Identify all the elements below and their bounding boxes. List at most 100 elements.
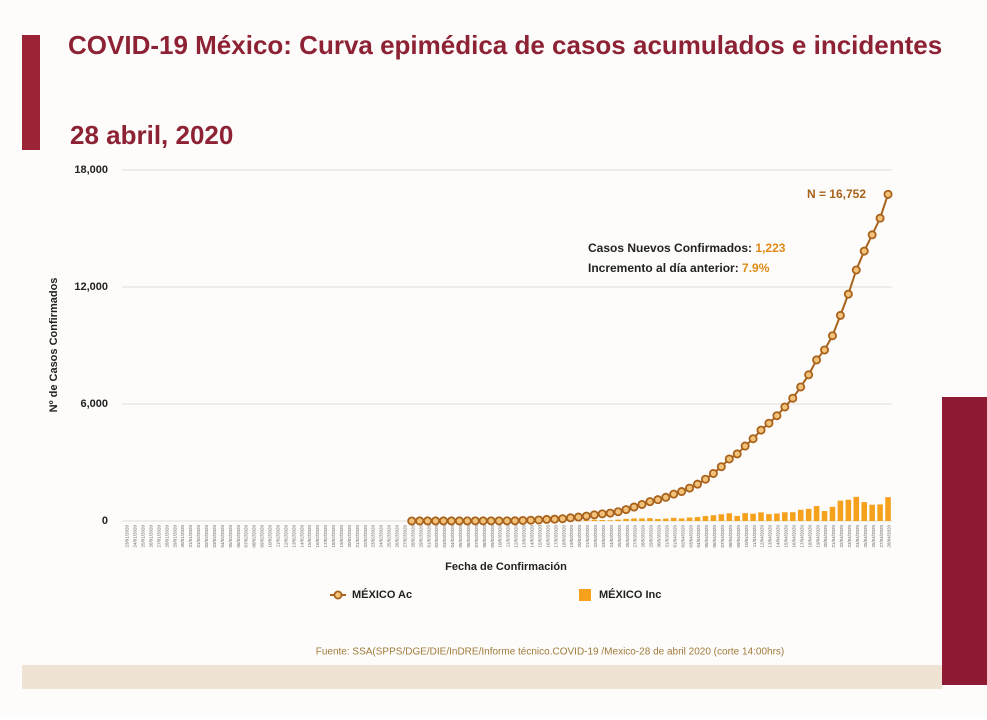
x-tick-label: 15/02/2020 xyxy=(307,525,312,548)
x-tick-label: 02/04/2020 xyxy=(680,525,685,548)
bar xyxy=(711,515,717,521)
point xyxy=(734,450,741,457)
x-tick-label: 12/03/2020 xyxy=(514,525,519,548)
point xyxy=(876,215,883,222)
point xyxy=(575,513,582,520)
x-tick-label: 01/02/2020 xyxy=(196,525,201,548)
x-tick-label: 05/04/2020 xyxy=(704,525,709,548)
accent-bar xyxy=(22,35,40,150)
x-tick-label: 28/01/2020 xyxy=(164,525,169,548)
x-tick-label: 31/03/2020 xyxy=(664,525,669,548)
point xyxy=(646,498,653,505)
x-tick-label: 24/02/2020 xyxy=(379,525,384,548)
x-tick-label: 20/03/2020 xyxy=(577,525,582,548)
x-tick-label: 10/03/2020 xyxy=(498,525,503,548)
x-tick-label: 28/04/2020 xyxy=(887,525,892,548)
x-tick-label: 21/03/2020 xyxy=(585,525,590,548)
point xyxy=(567,514,574,521)
point xyxy=(861,247,868,254)
point xyxy=(654,496,661,503)
y-tick-label: 0 xyxy=(102,515,108,527)
footer-strip xyxy=(22,665,942,689)
point xyxy=(408,517,415,524)
bar xyxy=(703,516,709,521)
x-tick-label: 06/02/2020 xyxy=(236,525,241,548)
x-tick-label: 19/02/2020 xyxy=(339,525,344,548)
x-tick-label: 26/03/2020 xyxy=(625,525,630,548)
point xyxy=(662,494,669,501)
x-tick-label: 14/03/2020 xyxy=(530,525,535,548)
point xyxy=(702,476,709,483)
x-tick-label: 26/02/2020 xyxy=(395,525,400,548)
x-tick-label: 09/03/2020 xyxy=(490,525,495,548)
point xyxy=(678,488,685,495)
bar xyxy=(758,512,764,521)
x-axis-label: Fecha de Confirmación xyxy=(445,561,567,573)
point xyxy=(583,513,590,520)
point xyxy=(456,517,463,524)
point xyxy=(607,510,614,517)
point xyxy=(821,346,828,353)
x-tick-label: 07/03/2020 xyxy=(474,525,479,548)
x-tick-label: 04/03/2020 xyxy=(450,525,455,548)
point xyxy=(837,312,844,319)
point xyxy=(432,517,439,524)
x-tick-label: 30/01/2020 xyxy=(180,525,185,548)
x-tick-label: 08/04/2020 xyxy=(728,525,733,548)
x-tick-label: 29/03/2020 xyxy=(649,525,654,548)
legend-marker xyxy=(579,589,591,601)
annotation-value: 7.9% xyxy=(742,261,770,275)
bar xyxy=(671,518,677,521)
point xyxy=(710,470,717,477)
accent-bar xyxy=(942,397,987,685)
point xyxy=(543,516,550,523)
bar xyxy=(615,520,621,521)
x-tick-label: 04/04/2020 xyxy=(696,525,701,548)
point xyxy=(726,455,733,462)
bar xyxy=(623,519,629,521)
bar xyxy=(861,502,867,521)
x-tick-label: 25/02/2020 xyxy=(387,525,392,548)
point xyxy=(718,463,725,470)
x-tick-label: 17/04/2020 xyxy=(799,525,804,548)
bar xyxy=(742,513,748,521)
x-tick-label: 11/04/2020 xyxy=(752,525,757,548)
x-tick-label: 13/04/2020 xyxy=(768,525,773,548)
point xyxy=(416,517,423,524)
point xyxy=(519,517,526,524)
annotation-value: 1,223 xyxy=(755,241,785,255)
bar xyxy=(631,518,637,521)
point xyxy=(829,332,836,339)
annotation-label: Casos Nuevos Confirmados: xyxy=(588,241,752,255)
x-tick-label: 24/04/2020 xyxy=(855,525,860,548)
bar xyxy=(592,520,598,521)
point xyxy=(813,356,820,363)
bar xyxy=(695,517,701,521)
point xyxy=(757,427,764,434)
point xyxy=(773,412,780,419)
x-tick-label: 18/02/2020 xyxy=(331,525,336,548)
x-tick-label: 23/04/2020 xyxy=(847,525,852,548)
point xyxy=(480,517,487,524)
bar xyxy=(734,516,740,521)
x-tick-label: 15/03/2020 xyxy=(537,525,542,548)
x-tick-label: 22/04/2020 xyxy=(839,525,844,548)
point xyxy=(495,517,502,524)
x-tick-label: 28/02/2020 xyxy=(410,525,415,548)
point xyxy=(472,517,479,524)
point xyxy=(615,508,622,515)
x-tick-label: 29/01/2020 xyxy=(172,525,177,548)
x-tick-label: 23/03/2020 xyxy=(601,525,606,548)
x-tick-label: 09/02/2020 xyxy=(260,525,265,548)
x-tick-label: 22/02/2020 xyxy=(363,525,368,548)
point xyxy=(551,516,558,523)
point xyxy=(559,515,566,522)
x-tick-label: 25/04/2020 xyxy=(863,525,868,548)
x-tick-label: 27/04/2020 xyxy=(879,525,884,548)
x-tick-label: 27/02/2020 xyxy=(402,525,407,548)
x-tick-label: 14/04/2020 xyxy=(776,525,781,548)
x-tick-label: 07/04/2020 xyxy=(720,525,725,548)
bar xyxy=(830,507,836,521)
x-tick-label: 15/04/2020 xyxy=(784,525,789,548)
x-tick-label: 28/03/2020 xyxy=(641,525,646,548)
